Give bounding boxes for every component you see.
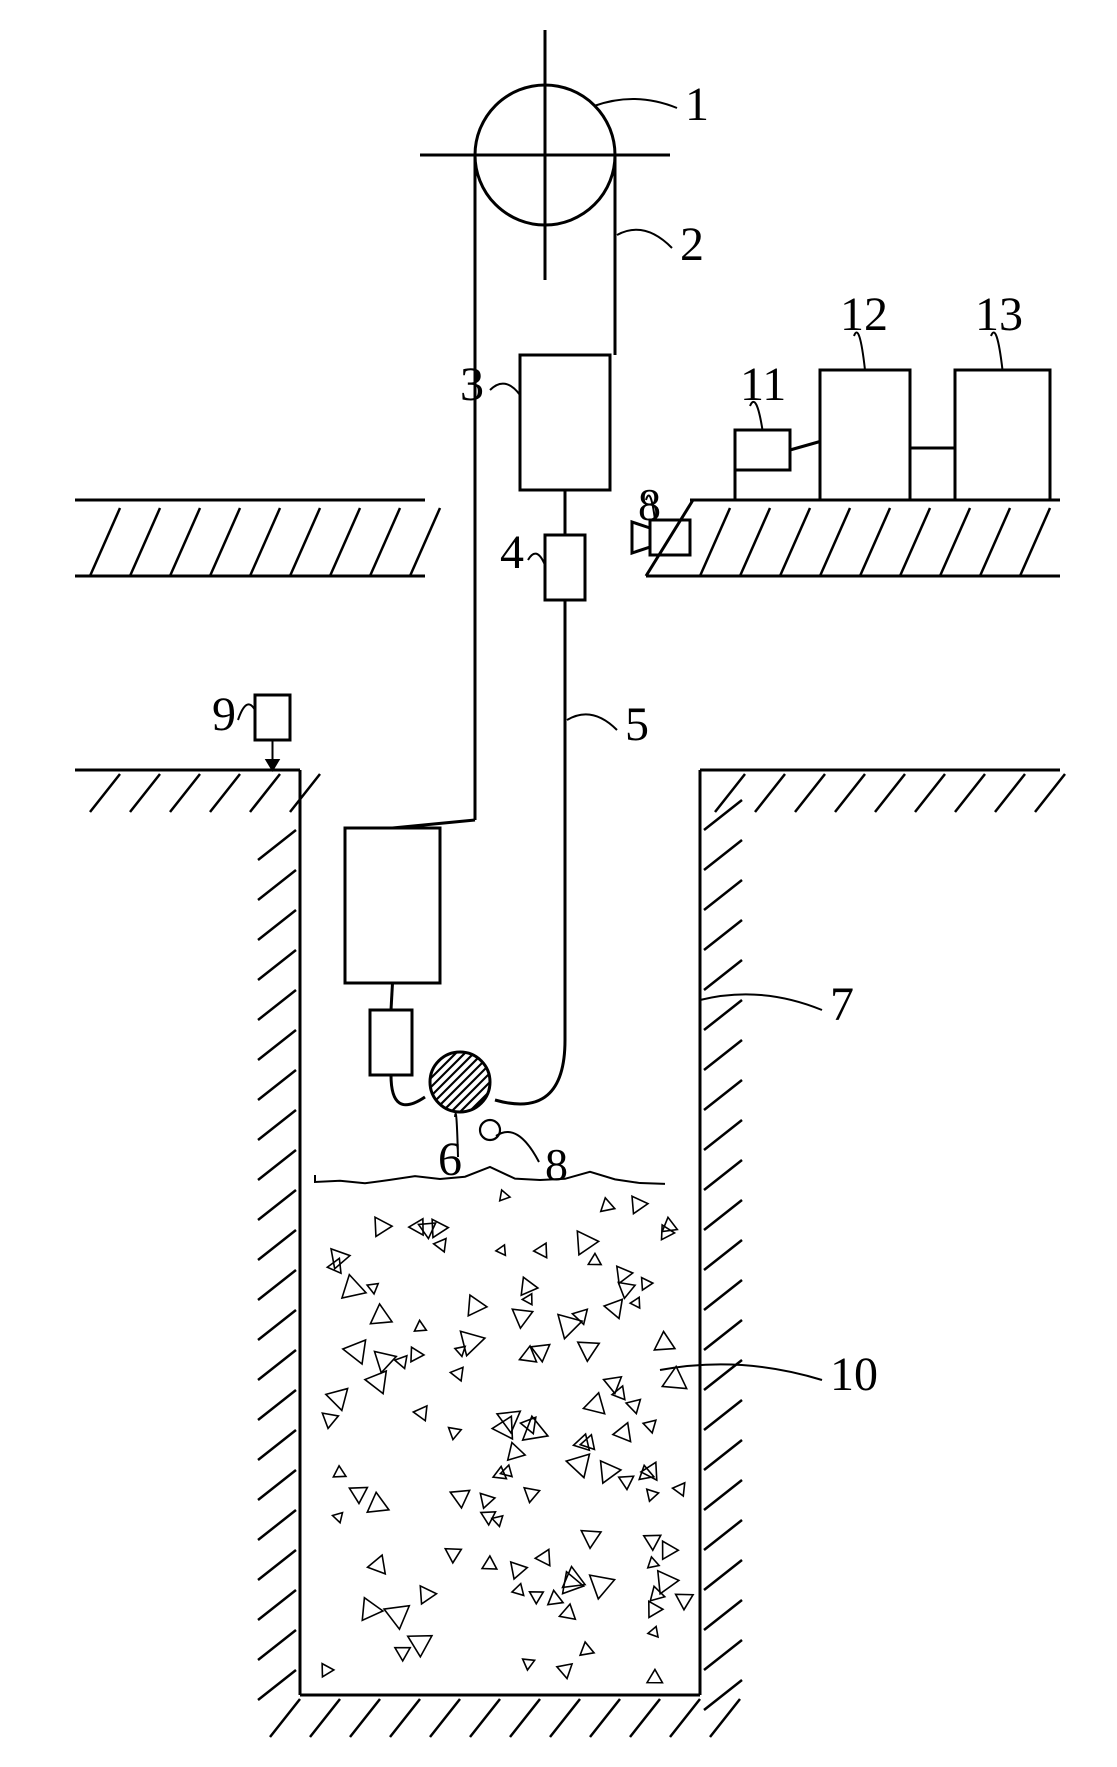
callout-label: 9 <box>212 688 236 741</box>
callout-label: 10 <box>830 1348 878 1401</box>
callout-label: 12 <box>840 288 888 341</box>
callout-label: 7 <box>830 978 854 1031</box>
callout-label: 5 <box>625 698 649 751</box>
callout-label: 6 <box>438 1133 462 1186</box>
callout-label: 8 <box>545 1139 568 1190</box>
callout-label: 2 <box>680 218 704 271</box>
callout-label: 11 <box>740 358 786 411</box>
callout-label: 13 <box>975 288 1023 341</box>
callout-label: 4 <box>500 526 524 579</box>
callout-label: 8 <box>638 479 661 530</box>
callout-label: 3 <box>460 358 484 411</box>
callout-label: 1 <box>685 78 709 131</box>
